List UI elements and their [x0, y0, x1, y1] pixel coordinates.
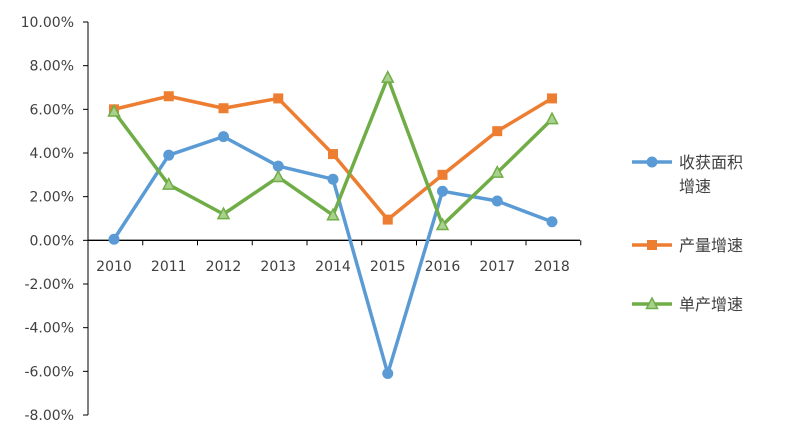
data-point: [218, 131, 229, 143]
data-point: [327, 173, 339, 185]
data-point: [273, 93, 284, 104]
data-point: [491, 195, 503, 207]
data-point: [437, 185, 448, 197]
y-tick-label: 6.00%: [30, 102, 74, 118]
y-tick-label: 10.00%: [21, 15, 74, 31]
legend-swatch-marker: [647, 240, 657, 250]
series-3: [107, 70, 559, 231]
x-tick-label: 2011: [151, 259, 187, 275]
data-point: [163, 91, 174, 102]
data-point: [437, 169, 448, 180]
y-tick-label: 2.00%: [30, 190, 74, 206]
data-point: [163, 149, 175, 161]
data-point: [328, 149, 338, 160]
data-point: [435, 217, 450, 231]
series-1: [108, 131, 558, 380]
data-point: [108, 233, 120, 245]
x-tick-label: 2012: [206, 259, 242, 275]
y-tick-label: -8.00%: [24, 408, 74, 424]
data-point: [382, 368, 394, 380]
x-tick-label: 2015: [370, 259, 406, 275]
data-point: [547, 93, 557, 104]
series-2: [109, 91, 557, 225]
legend-swatch-marker: [645, 296, 659, 310]
legend-label: 单产增速: [679, 295, 743, 314]
data-point: [381, 70, 395, 83]
y-tick-label: -6.00%: [24, 364, 74, 380]
data-point: [492, 126, 503, 137]
data-point: [490, 165, 504, 178]
data-point: [162, 177, 176, 190]
x-tick-label: 2014: [315, 259, 351, 275]
data-point: [107, 103, 121, 117]
y-tick-label: -4.00%: [24, 321, 74, 337]
series-line: [112, 134, 553, 376]
legend-item-3: 单产增速: [632, 295, 743, 314]
chart-axes: -8.00% -6.00% -4.00% -2.00% 0.00% 2.00% 4.00% 6…: [21, 15, 582, 424]
y-tick-label: 4.00%: [30, 146, 74, 162]
y-tick-label: -2.00%: [24, 277, 74, 293]
data-point: [326, 207, 340, 221]
x-tick-label: 2016: [425, 259, 461, 275]
data-point: [382, 214, 393, 225]
data-point: [545, 111, 559, 125]
x-tick-label: 2018: [534, 259, 570, 275]
y-tick-label: 0.00%: [30, 233, 74, 249]
data-point: [271, 169, 285, 183]
legend-swatch-marker: [646, 156, 658, 168]
x-tick-label: 2010: [96, 259, 132, 275]
x-tick-label: 2017: [479, 259, 515, 275]
y-tick-label: 8.00%: [30, 59, 74, 75]
legend-item-2: 产量增速: [632, 236, 743, 255]
legend-label: 产量增速: [679, 236, 743, 255]
data-point: [546, 216, 558, 228]
series-layer: [107, 70, 559, 380]
legend-label: 收获面积: [679, 153, 743, 172]
legend-label: 增速: [679, 177, 711, 196]
x-tick-label: 2013: [260, 259, 296, 275]
data-point: [218, 103, 229, 114]
data-point: [216, 206, 231, 220]
